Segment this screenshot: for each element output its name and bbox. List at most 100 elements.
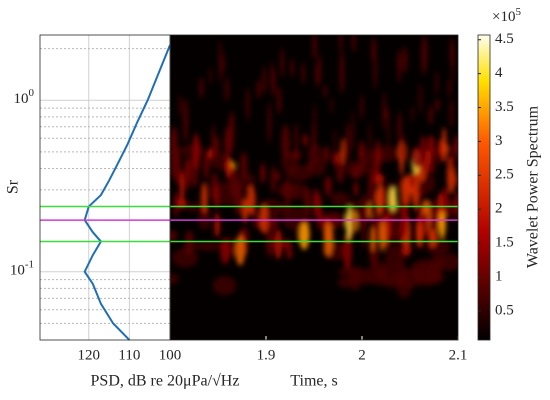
colorbar-tick-label: 0.5 [495,302,514,318]
texture [435,71,438,95]
texture [411,146,422,169]
colorbar-tick-label: 4 [495,65,503,81]
texture [424,211,429,237]
texture [441,187,449,219]
texture [362,217,367,249]
texture [233,181,243,216]
texture [239,151,248,180]
colorbar-tick-label: 3 [495,133,503,149]
texture [396,275,412,298]
texture [411,105,414,122]
texture [170,273,179,285]
texture [387,113,390,148]
colorbar-multiplier: ×105 [492,6,521,26]
texture [323,221,334,257]
texture [373,51,377,90]
texture [346,205,352,241]
texture [402,46,408,74]
texture [183,98,189,143]
texture [434,98,440,112]
colorbar-label: Wavelet Power Spectrum [525,105,542,268]
texture [309,158,326,176]
texture [171,128,176,164]
texture [367,201,372,220]
texture [389,186,397,212]
texture [413,192,418,212]
y-label: Sr [5,179,22,194]
texture [348,199,356,211]
texture [303,187,311,214]
texture [312,35,315,60]
texture [192,132,200,170]
texture [267,102,272,144]
texture [337,277,354,288]
texture [256,79,261,99]
colorbar-tick-label: 2.5 [495,167,514,183]
texture [203,151,210,180]
texture [375,183,384,214]
texture [372,209,381,244]
texture [401,133,406,165]
colorbar-tick-label: 1.5 [495,235,514,251]
texture [450,37,454,68]
texture [209,66,212,86]
texture [353,181,358,197]
texture [378,145,397,162]
texture [214,212,221,238]
texture [397,58,401,84]
texture [330,97,333,114]
x-tick-label: 2 [358,347,366,363]
texture [323,85,327,98]
texture [192,242,223,251]
texture [274,229,283,260]
texture [379,219,386,252]
texture [224,77,229,102]
texture [366,261,396,286]
texture [220,238,230,265]
texture [436,253,458,271]
colorbar-multiplier-base: ×10 [492,9,515,25]
texture [246,87,250,121]
texture [421,35,426,76]
texture [424,35,428,73]
texture [397,111,402,143]
x-tick-label: 2.1 [449,347,468,363]
x-tick-label: 100 [159,347,182,363]
texture [375,139,381,177]
texture [210,151,229,171]
texture [416,220,423,247]
texture [338,266,369,278]
texture [351,35,356,53]
y-tick-base: 10 [10,263,25,279]
texture [330,191,350,207]
texture [241,198,248,223]
texture [428,105,434,126]
y-tick-base: 10 [14,92,29,108]
texture [199,77,204,99]
texture [235,235,246,266]
texture [402,244,412,256]
texture [339,51,345,94]
texture [418,182,425,199]
texture [281,124,290,161]
texture [201,182,208,214]
texture [276,86,282,115]
texture [369,163,376,182]
time-x-label: Time, s [290,373,337,390]
texture [271,67,276,97]
texture [441,127,447,162]
texture [285,175,290,210]
texture [170,230,178,242]
texture [184,156,190,190]
texture [246,185,256,216]
texture [299,221,310,250]
x-tick-label: 110 [118,347,140,363]
texture [315,62,318,88]
texture [252,203,258,230]
texture [368,121,372,162]
texture [174,147,182,185]
x-tick-label: 1.9 [257,347,276,363]
texture [260,163,265,184]
texture [290,58,294,78]
texture [399,223,404,246]
